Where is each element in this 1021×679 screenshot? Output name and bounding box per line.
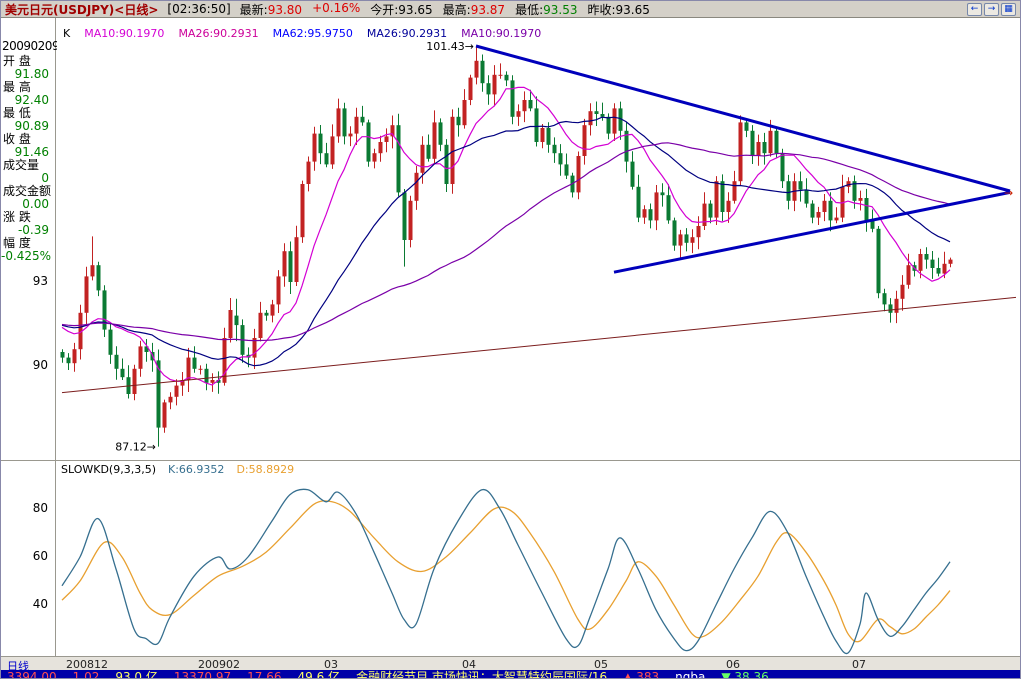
x-tick-label: 200902 (198, 658, 240, 671)
quote-field: +0.16% (312, 0, 361, 15)
forward-button[interactable]: → (984, 2, 999, 16)
stat-value: 91.80 (14, 67, 49, 81)
stat-value: -0.425% (1, 249, 52, 263)
quote-field: 最低:93.53 (515, 2, 578, 17)
kd-chart[interactable] (57, 461, 1021, 656)
status-segment: 93.0 亿 (115, 670, 158, 678)
status-segment: ngba (675, 670, 706, 678)
ma-line-26 (61, 116, 951, 367)
stat-label: 开 盘 (3, 54, 31, 68)
selected-date: 20090209 (2, 39, 60, 53)
x-tick-label: 200812 (66, 658, 108, 671)
price-annotation: 87.12→ (115, 441, 156, 454)
time-axis: 日线 200812 200902 03 04 05 06 07 (1, 656, 1020, 673)
stat-label: 涨 跌 (3, 210, 31, 224)
price-axis-label: 90 (32, 358, 48, 372)
status-bar: 3394.00 1.02 93.0 亿 13370.97 17.66 49.6 亿 金融财经… (1, 670, 1020, 678)
kd-k-value: K:66.9352 (168, 463, 225, 476)
stat-value: 92.40 (14, 93, 49, 107)
price-annotation: 101.43→ (426, 40, 474, 53)
trendline-2 (61, 296, 1017, 394)
kd-axis-label: 40 (32, 597, 48, 611)
price-axis-label: 93 (32, 274, 48, 288)
stat-label: 幅 度 (3, 236, 31, 250)
stat-label: 成交金额 (3, 184, 52, 198)
stat-label: 最 高 (3, 80, 31, 94)
ma-legend-item: MA26:90.2931 (178, 27, 259, 40)
quote-field: 今开:93.65 (370, 2, 433, 17)
status-segment: 金融财经节目 市场快讯：大智慧特约辰国际/16 (356, 670, 608, 678)
ma-legend: K MA10:90.1970 MA26:90.2931 MA62:95.9750 MA2… (63, 27, 541, 40)
stat-value: 0.00 (22, 197, 49, 211)
trendline-0 (475, 44, 1011, 193)
status-segment: ▲ 383 (623, 670, 660, 678)
x-tick-label: 05 (594, 658, 608, 671)
left-info-panel: 20090209 开 盘 91.80 最 高 92.40 最 低 90.89 收 盘 91.4… (1, 18, 60, 656)
main-chart-area: 101.43→ 87.12→ → K MA10:90.1970 MA26:90.2931… (57, 18, 1021, 461)
quote-field: 最新:93.80 (239, 2, 303, 17)
quote-stat-rows: 开 盘 91.80 最 高 92.40 最 低 90.89 收 盘 91.46 成交量 0 成交金额… (1, 55, 55, 263)
ma-legend-item: K (63, 27, 71, 40)
status-segment: 13370.97 (173, 670, 232, 678)
stat-value: 91.46 (14, 145, 49, 159)
x-tick-label: 03 (324, 658, 338, 671)
kd-axis-label: 60 (32, 549, 48, 563)
clock: [02:36:50] (167, 2, 231, 16)
candles-layer (60, 46, 953, 447)
stat-label: 成交量 (3, 158, 40, 172)
status-segment: ▼ 38.36 (721, 670, 769, 678)
kd-axis-label: 80 (32, 501, 48, 515)
quote-field: 最高:93.87 (442, 2, 506, 17)
ma-legend-item: MA26:90.2931 (366, 27, 448, 40)
quote-strip: 最新:93.80 +0.16% 今开:93.65 最高:93.87 最低:93.53 昨收… (240, 1, 650, 18)
ma-legend-item: MA10:90.1970 (84, 27, 165, 40)
x-tick-label: 04 (462, 658, 476, 671)
trendline-1 (613, 190, 1011, 274)
kd-line-K (61, 488, 951, 655)
apex-arrow-icon: → (1004, 186, 1013, 199)
status-segment: 3394.00 (7, 670, 57, 678)
titlebar-buttons: ← → ▦ (967, 2, 1016, 16)
status-segment: 49.6 亿 (297, 670, 341, 678)
panel-divider (1, 460, 1020, 461)
stat-value: 90.89 (14, 119, 49, 133)
status-segment: 1.02 (72, 670, 100, 678)
back-button[interactable]: ← (967, 2, 982, 16)
stat-value: 0 (41, 171, 49, 185)
kd-d-value: D:58.8929 (236, 463, 295, 476)
kd-header: SLOWKD(9,3,3,5) K:66.9352 D:58.8929 (61, 463, 294, 476)
ma-legend-item: MA10:90.1970 (461, 27, 542, 40)
kd-line-D (61, 500, 951, 643)
ma-line-62 (61, 142, 951, 342)
x-tick-label: 07 (852, 658, 866, 671)
stat-value: -0.39 (17, 223, 49, 237)
main-chart[interactable]: 101.43→ 87.12→ → (57, 18, 1021, 461)
quote-field: 昨收:93.65 (587, 2, 650, 17)
window-button[interactable]: ▦ (1001, 2, 1016, 16)
kd-panel: SLOWKD(9,3,3,5) K:66.9352 D:58.8929 (57, 461, 1021, 656)
symbol-title: 美元日元(USDJPY)<日线> (5, 2, 159, 17)
status-segment: 17.66 (247, 670, 282, 678)
x-tick-label: 06 (726, 658, 740, 671)
titlebar: 美元日元(USDJPY)<日线> [02:36:50] 最新:93.80 +0.1… (1, 1, 1020, 18)
ma-line-10 (61, 86, 951, 386)
stat-label: 收 盘 (3, 132, 31, 146)
stat-label: 最 低 (3, 106, 31, 120)
ma-legend-item: MA62:95.9750 (272, 27, 353, 40)
kd-indicator-name: SLOWKD(9,3,3,5) (61, 463, 157, 476)
period-label: 日线 (7, 660, 29, 673)
